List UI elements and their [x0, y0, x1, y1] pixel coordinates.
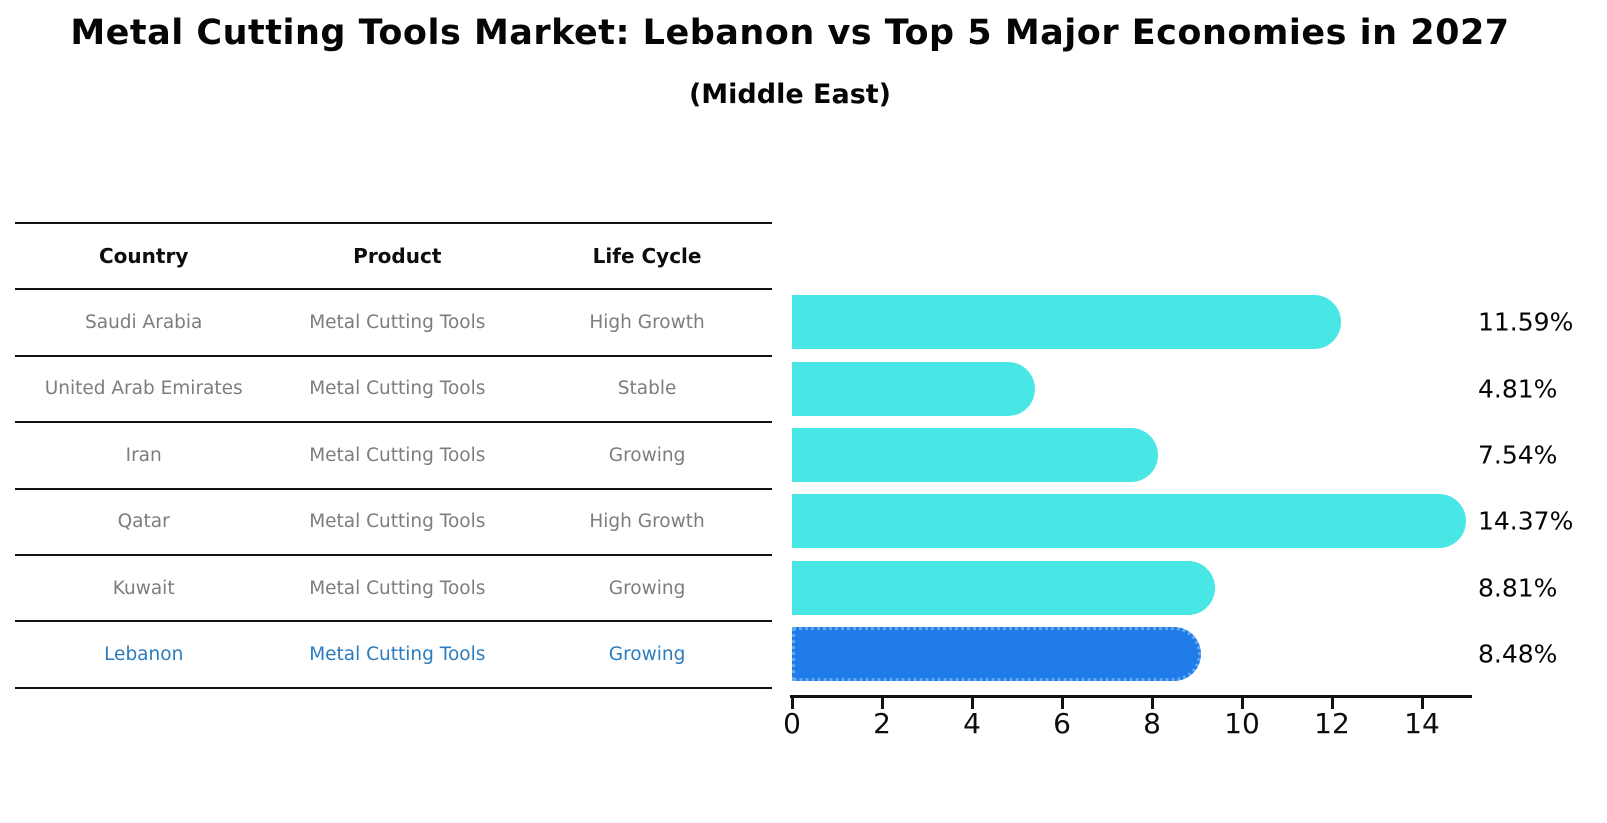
value-label-kuwait: 8.81% — [1478, 573, 1558, 603]
value-label-lebanon: 8.48% — [1478, 639, 1558, 669]
x-axis-tick-label: 4 — [963, 707, 981, 740]
table-row-kuwait: Kuwait Metal Cutting Tools Growing — [15, 553, 772, 620]
cell-country: Iran — [125, 444, 162, 466]
cell-country: United Arab Emirates — [44, 378, 243, 400]
cell-country: Kuwait — [112, 577, 175, 599]
table-header-row: Country Product Life Cycle — [15, 222, 772, 288]
bar-kuwait — [792, 560, 1216, 615]
cell-product: Metal Cutting Tools — [309, 577, 486, 599]
cell-life-cycle: Growing — [608, 444, 686, 466]
x-axis-tick-label: 8 — [1143, 707, 1161, 740]
value-label-iran: 7.54% — [1478, 440, 1558, 470]
x-axis-tick — [790, 696, 794, 709]
table-row-united-arab-emirates: United Arab Emirates Metal Cutting Tools S… — [15, 354, 772, 421]
bar-saudi-arabia — [792, 295, 1341, 350]
table-row-iran: Iran Metal Cutting Tools Growing — [15, 421, 772, 487]
value-label-united-arab-emirates: 4.81% — [1478, 374, 1558, 404]
cell-product: Metal Cutting Tools — [309, 511, 486, 533]
x-axis-line — [790, 695, 1472, 698]
cell-country: Lebanon — [104, 644, 184, 666]
column-header-country: Country — [99, 244, 189, 269]
x-axis-tick — [1060, 696, 1064, 709]
table-row-qatar: Qatar Metal Cutting Tools High Growth — [15, 487, 772, 554]
cell-life-cycle: High Growth — [589, 511, 705, 533]
cell-life-cycle: High Growth — [589, 312, 705, 334]
x-axis-tick-label: 6 — [1053, 707, 1071, 740]
cell-product: Metal Cutting Tools — [309, 444, 486, 466]
cell-country: Saudi Arabia — [84, 312, 203, 334]
x-axis-tick — [1330, 696, 1334, 709]
cell-product: Metal Cutting Tools — [309, 644, 486, 666]
chart-subtitle: (Middle East) — [688, 79, 892, 110]
x-axis-tick-label: 12 — [1314, 707, 1350, 740]
x-axis-tick-label: 0 — [783, 707, 801, 740]
value-label-saudi-arabia: 11.59% — [1478, 307, 1574, 337]
x-axis-tick-label: 14 — [1404, 707, 1440, 740]
x-axis-tick-label: 10 — [1224, 707, 1260, 740]
x-axis-tick — [1240, 696, 1244, 709]
x-axis-tick-label: 2 — [873, 707, 891, 740]
x-axis-tick — [1150, 696, 1154, 709]
cell-country: Qatar — [117, 511, 170, 533]
x-axis-tick — [1420, 696, 1424, 709]
x-axis-tick — [880, 696, 884, 709]
cell-life-cycle: Growing — [608, 644, 686, 666]
cell-life-cycle: Growing — [608, 577, 686, 599]
bar-united-arab-emirates — [792, 361, 1036, 416]
bar-lebanon — [792, 627, 1201, 682]
column-header-life-cycle: Life Cycle — [592, 244, 702, 269]
x-axis-tick — [970, 696, 974, 709]
table-row-lebanon: Lebanon Metal Cutting Tools Growing — [15, 620, 772, 686]
cell-product: Metal Cutting Tools — [309, 378, 486, 400]
value-label-qatar: 14.37% — [1478, 506, 1574, 536]
bar-iran — [792, 428, 1159, 482]
bar-qatar — [792, 494, 1466, 549]
cell-product: Metal Cutting Tools — [309, 312, 486, 334]
column-header-product: Product — [353, 244, 442, 269]
cell-life-cycle: Stable — [617, 378, 677, 400]
table-row-saudi-arabia: Saudi Arabia Metal Cutting Tools High Grow… — [15, 288, 772, 354]
country-table: Country Product Life Cycle Saudi Arabia Meta… — [15, 222, 772, 689]
chart-title: Metal Cutting Tools Market: Lebanon vs T… — [70, 13, 1510, 53]
